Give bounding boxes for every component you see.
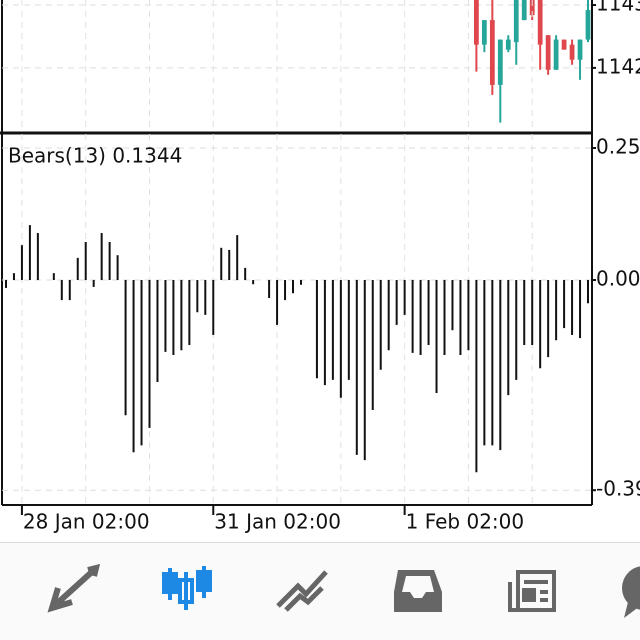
y-tick-label: 0.00 [596,267,640,291]
candle-body [545,35,551,70]
candle-body [513,0,519,43]
candle-body [585,10,591,40]
candle-body [474,0,479,45]
history-button[interactable] [394,570,442,612]
candle-body [497,39,503,85]
candle-body [569,44,575,60]
x-tick-label: 31 Jan 02:00 [214,510,341,534]
chart-button[interactable] [162,566,212,610]
candle-body [577,39,583,60]
x-tick-label: 28 Jan 02:00 [23,510,150,534]
y-tick-label: 1143 [596,0,640,16]
chat-button[interactable] [622,566,640,618]
indicator-label: Bears(13) 0.1344 [8,144,182,168]
toolbar [0,542,640,640]
candle-body [481,20,487,45]
trade-button[interactable] [276,570,328,612]
candle-body [537,0,543,45]
y-tick-label: -0.398 [596,477,640,501]
candle-body [521,0,527,21]
y-tick-label: 0.25 [596,134,640,158]
news-button[interactable] [508,570,556,612]
candle-body [561,39,567,50]
quotes-button[interactable] [47,563,101,613]
candle-body [489,20,495,85]
candle-body [529,0,535,16]
x-tick-label: 1 Feb 02:00 [406,510,525,534]
candle-body [553,39,559,70]
candle-body [505,39,511,50]
